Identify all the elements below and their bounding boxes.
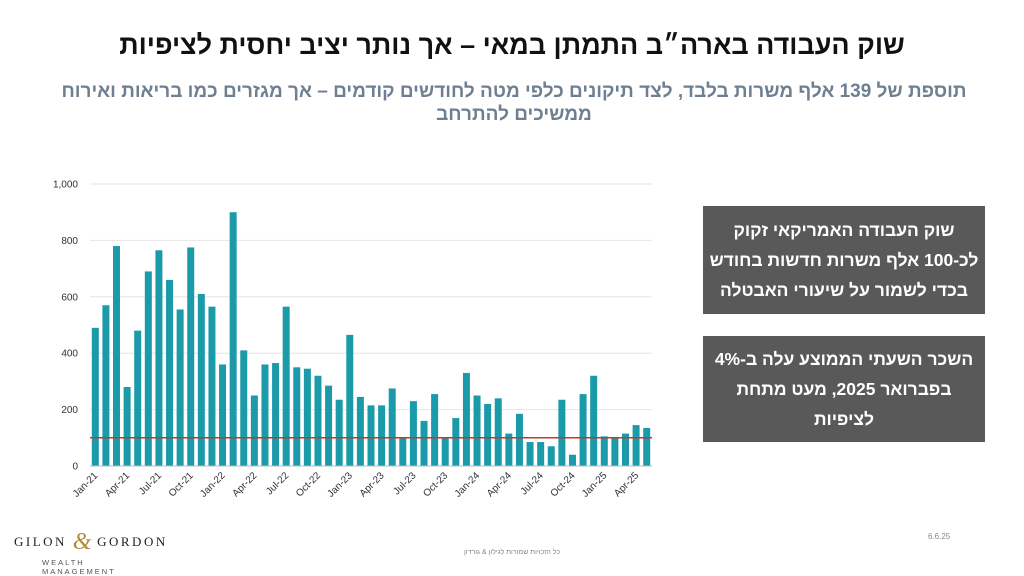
bar — [335, 399, 343, 466]
bar — [579, 394, 587, 466]
chart-grid — [90, 183, 652, 411]
x-axis-ticks: Jan-21 Apr-21 Jul-21 Oct-21 Jan-22 Apr-22 Jul-… — [71, 470, 642, 500]
bar — [484, 403, 492, 466]
slide-date: 6.6.25 — [928, 532, 951, 541]
x-tick-label: Jan-25 — [580, 470, 610, 500]
bar — [303, 368, 311, 466]
bar — [462, 372, 470, 466]
y-tick-label: 600 — [61, 292, 78, 303]
bar — [250, 395, 258, 466]
bar — [197, 293, 205, 466]
bar — [261, 364, 269, 466]
bar — [229, 212, 237, 466]
bar — [494, 398, 502, 466]
y-tick-label: 0 — [72, 462, 78, 473]
y-tick-label: 200 — [61, 405, 78, 416]
company-logo: GILON & GORDON WEALTH MANAGEMENT — [14, 529, 165, 576]
bar — [293, 367, 301, 466]
bar — [473, 395, 481, 466]
logo-right-text: GORDON — [97, 534, 168, 549]
bar — [314, 375, 322, 466]
x-tick-label: Jan-22 — [198, 470, 228, 500]
bar — [113, 246, 121, 466]
x-tick-label: Apr-21 — [103, 470, 132, 499]
bar — [547, 446, 555, 466]
callout-jobs-needed: שוק העבודה האמריקאי זקוק לכ-100 אלף משרו… — [703, 206, 985, 314]
bar — [346, 334, 354, 466]
chart-bars — [91, 212, 651, 466]
bar — [378, 405, 386, 466]
bar — [176, 309, 184, 466]
bar — [388, 388, 396, 466]
bar — [102, 305, 110, 466]
bar — [123, 387, 131, 466]
x-tick-label: Oct-21 — [167, 470, 196, 499]
bar — [420, 420, 428, 466]
x-tick-label: Jul-21 — [137, 470, 164, 497]
bar — [537, 442, 545, 466]
bar — [441, 437, 449, 466]
bar — [643, 427, 651, 466]
logo-left-text: GILON — [14, 534, 67, 549]
x-tick-label: Apr-25 — [612, 470, 641, 499]
bar — [134, 330, 142, 466]
x-tick-label: Jul-24 — [519, 470, 546, 497]
bar — [505, 433, 513, 466]
bar — [590, 375, 598, 466]
bar — [325, 385, 333, 466]
x-tick-label: Jul-23 — [391, 470, 418, 497]
bar — [282, 306, 290, 466]
bar — [356, 396, 364, 466]
y-tick-label: 1,000 — [53, 180, 78, 191]
bar — [558, 399, 566, 466]
x-tick-label: Jan-24 — [453, 470, 483, 500]
y-tick-label: 800 — [61, 236, 78, 247]
bar — [240, 350, 248, 466]
x-tick-label: Oct-22 — [294, 470, 323, 499]
bar — [208, 306, 216, 466]
y-axis-ticks: 0 200 400 600 800 1,000 — [53, 180, 78, 473]
bar — [399, 437, 407, 466]
x-tick-label: Apr-23 — [358, 470, 387, 499]
bar — [600, 436, 608, 466]
callout-wage-growth: השכר השעתי הממוצע עלה ב-4% בפברואר 2025,… — [703, 336, 985, 442]
bar — [155, 250, 163, 466]
bar — [144, 271, 152, 466]
logo-subtitle: WEALTH MANAGEMENT — [42, 558, 116, 576]
page-subtitle: תוספת של 139 אלף משרות בלבד, לצד תיקונים… — [61, 81, 967, 125]
bar — [187, 247, 195, 466]
y-tick-label: 400 — [61, 349, 78, 360]
x-tick-label: Oct-24 — [549, 470, 578, 499]
x-tick-label: Apr-22 — [230, 470, 259, 499]
bar — [219, 364, 227, 466]
bar — [515, 413, 523, 466]
bar — [431, 394, 439, 466]
bar — [452, 418, 460, 466]
bar — [91, 327, 99, 466]
x-tick-label: Oct-23 — [421, 470, 450, 499]
bar — [272, 363, 280, 466]
x-tick-label: Apr-24 — [485, 470, 514, 499]
logo-ampersand: & — [72, 529, 92, 555]
bar — [621, 433, 629, 466]
page-title: שוק העבודה בארה״ב התמתן במאי – אך נותר י… — [119, 30, 905, 60]
x-tick-label: Jan-21 — [71, 470, 101, 500]
bar — [367, 405, 375, 466]
bar — [611, 437, 619, 466]
x-tick-label: Jul-22 — [264, 470, 291, 497]
bar — [166, 279, 174, 466]
bar — [568, 454, 576, 466]
bar — [632, 425, 640, 466]
bar — [526, 442, 534, 466]
x-tick-label: Jan-23 — [326, 470, 356, 500]
bar — [409, 401, 417, 466]
copyright-footer: כל הזכויות שמורות לגילון & גורדון — [463, 549, 561, 556]
